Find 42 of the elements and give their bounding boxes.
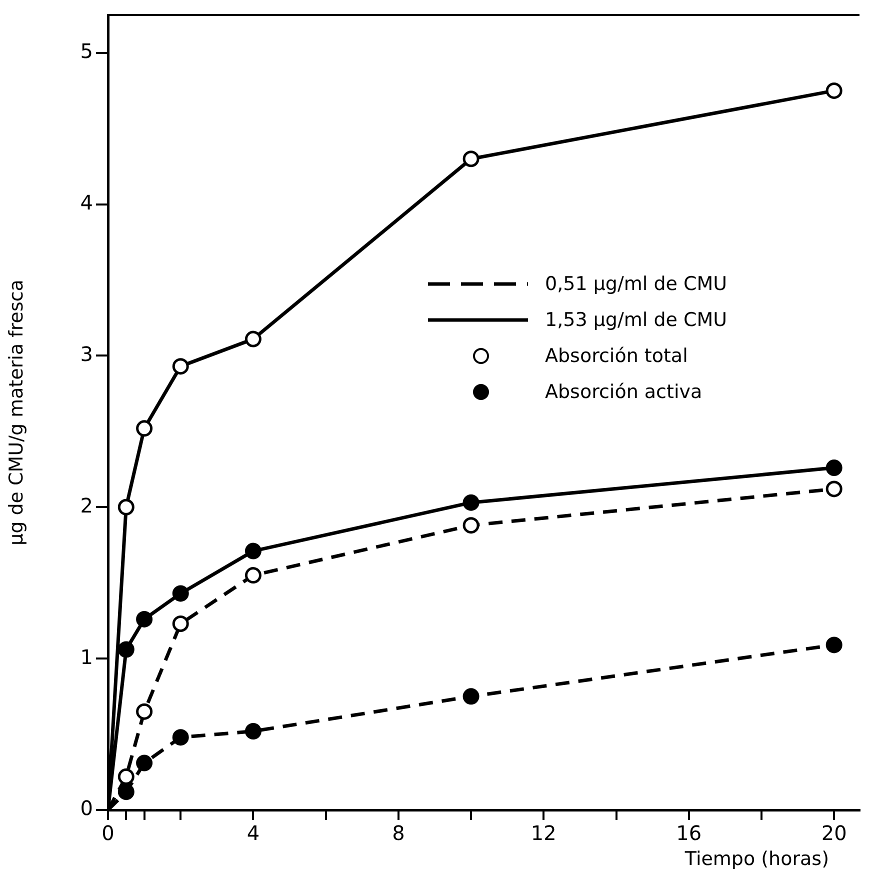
x-tick-label: 16 (676, 821, 702, 846)
point (136, 420, 153, 437)
point (118, 784, 134, 800)
point (462, 150, 480, 168)
point (826, 636, 842, 654)
point (172, 358, 189, 375)
point (462, 494, 480, 511)
point (118, 498, 134, 516)
y-tick-label: 2 (80, 493, 93, 518)
point (244, 330, 262, 348)
y-tick-label: 1 (80, 644, 93, 669)
x-tick-label: 4 (246, 821, 260, 846)
annotation: Absorción activa (545, 381, 702, 403)
point (172, 585, 189, 602)
point (462, 517, 480, 534)
x-tick-label: 12 (530, 821, 556, 846)
point (136, 754, 153, 772)
y-tick-label: 5 (80, 39, 93, 64)
x-tick-label: 8 (392, 821, 405, 846)
annotation: Absorción total (545, 345, 688, 367)
point (826, 480, 842, 498)
point (462, 688, 480, 705)
point (118, 641, 134, 658)
point (244, 723, 262, 740)
point (244, 542, 262, 560)
x-tick-label: 0 (102, 821, 114, 846)
point (244, 567, 262, 584)
point (826, 82, 842, 99)
x-tick-label: 20 (821, 821, 847, 846)
y-tick-label: 3 (80, 342, 93, 366)
point (172, 729, 189, 746)
annotation: 0,51 μg/ml de CMU (545, 273, 728, 295)
y-tick-label: 4 (80, 190, 93, 214)
y-axis-title: μg de CMU/g materia fresca (5, 280, 28, 546)
annotation: 1,53 μg/ml de CMU (545, 309, 728, 331)
point (172, 615, 189, 632)
x-axis-title: Tiempo (horas) (684, 848, 829, 870)
point (136, 703, 153, 720)
point (136, 610, 153, 628)
point (118, 768, 134, 785)
y-tick-label: 0 (80, 796, 93, 820)
point (826, 460, 842, 476)
